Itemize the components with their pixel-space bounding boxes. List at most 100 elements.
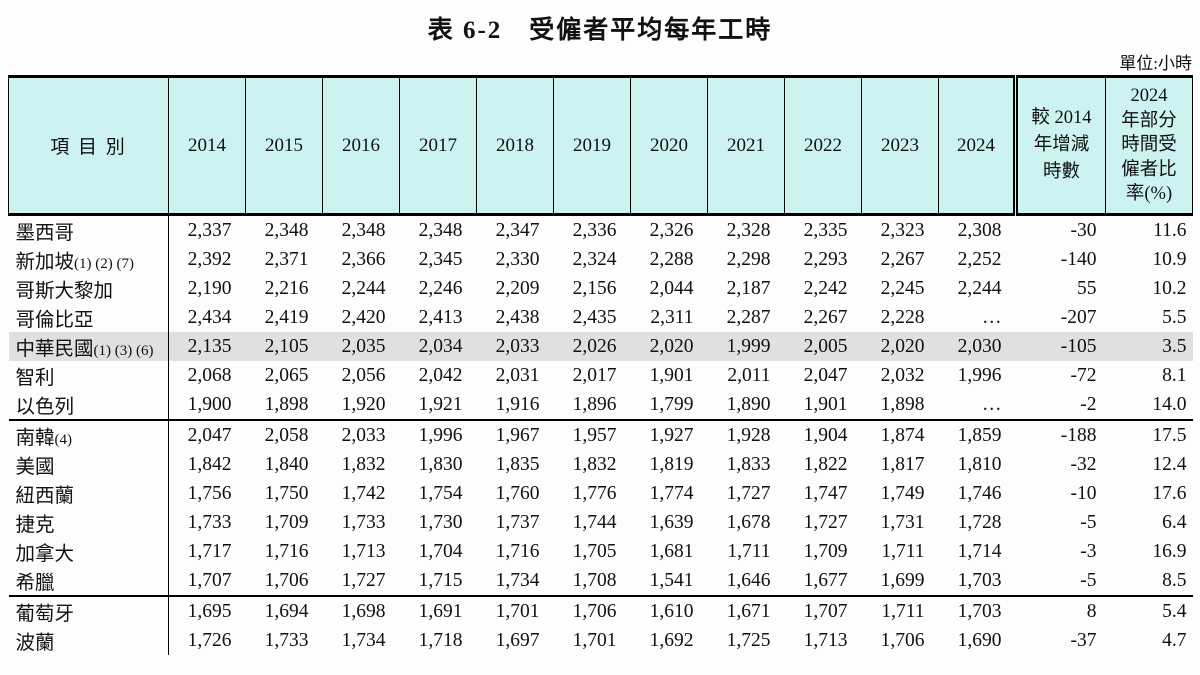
value-cell: 2,246 bbox=[418, 277, 463, 299]
change-cell: 8 bbox=[1086, 600, 1097, 622]
row-label: 捷克 bbox=[8, 508, 169, 537]
value-cell: 1,916 bbox=[476, 390, 554, 421]
value-cell: 2,244 bbox=[957, 277, 1002, 299]
value-cell: 1,713 bbox=[341, 540, 386, 562]
table-row: 新加坡(1) (2) (7) 2,392 2,371 2,366 2,345 2,330 2… bbox=[8, 245, 1193, 274]
value-cell: 2,435 bbox=[572, 306, 617, 328]
unit-label: 單位:小時 bbox=[1119, 54, 1192, 73]
parttime-ratio-cell: 4.7 bbox=[1162, 629, 1187, 651]
change-cell: -3 bbox=[1080, 540, 1097, 562]
country-name: 捷克 bbox=[15, 515, 55, 536]
value-cell: 2,348 bbox=[264, 219, 309, 241]
row-label: 哥斯大黎加 bbox=[8, 274, 169, 303]
row-label: 新加坡(1) (2) (7) bbox=[8, 245, 169, 274]
value-cell: 1,701 bbox=[572, 629, 617, 651]
col-header-year-2019: 2019 bbox=[553, 75, 631, 216]
value-cell: 2,032 bbox=[880, 364, 925, 386]
parttime-ratio-cell: 16.9 bbox=[1152, 540, 1187, 562]
value-cell: 1,541 bbox=[630, 566, 708, 597]
value-cell: 1,639 bbox=[649, 511, 694, 533]
footnote-markers: (1) (3) (6) bbox=[93, 343, 154, 359]
value-cell: 1,708 bbox=[553, 566, 631, 597]
value-cell: 1,774 bbox=[649, 482, 694, 504]
change-cell: -30 bbox=[1070, 219, 1097, 241]
table-row: 加拿大 1,717 1,716 1,713 1,704 1,716 1,705 1,681 1,… bbox=[8, 537, 1193, 566]
value-cell: 1,901 bbox=[784, 390, 862, 421]
parttime-ratio-cell: 14.0 bbox=[1105, 390, 1193, 421]
value-cell: 2,005 bbox=[784, 332, 862, 361]
value-cell: 1,810 bbox=[957, 453, 1002, 475]
change-cell: 55 bbox=[1077, 277, 1097, 299]
country-name: 中華民國 bbox=[15, 339, 94, 360]
parttime-ratio-cell: 5.4 bbox=[1162, 600, 1187, 622]
value-cell: 2,209 bbox=[495, 277, 540, 299]
value-cell: 2,324 bbox=[572, 248, 617, 270]
value-cell: … bbox=[982, 306, 1002, 328]
value-cell: 1,900 bbox=[168, 390, 246, 421]
country-name: 波蘭 bbox=[15, 633, 55, 654]
value-cell: 1,927 bbox=[649, 424, 694, 446]
value-cell: 1,734 bbox=[476, 566, 554, 597]
value-cell: 2,308 bbox=[957, 219, 1002, 241]
value-cell: 2,413 bbox=[418, 306, 463, 328]
value-cell: 2,323 bbox=[880, 219, 925, 241]
value-cell: 2,228 bbox=[880, 306, 925, 328]
table-row: 南韓(4) 2,047 2,058 2,033 1,996 1,967 1,957 1,927… bbox=[8, 420, 1193, 450]
value-cell: 1,709 bbox=[264, 511, 309, 533]
value-cell: 1,690 bbox=[957, 629, 1002, 651]
row-label: 南韓(4) bbox=[8, 420, 169, 450]
table-row: 中華民國(1) (3) (6) 2,135 2,105 2,035 2,034 2,033… bbox=[8, 332, 1193, 361]
parttime-ratio-cell: 5.5 bbox=[1162, 306, 1187, 328]
value-cell: 1,646 bbox=[707, 566, 785, 597]
value-cell: 1,733 bbox=[187, 511, 232, 533]
value-cell: 1,717 bbox=[187, 540, 232, 562]
value-cell: 1,822 bbox=[803, 453, 848, 475]
col-header-year-2016: 2016 bbox=[322, 75, 400, 216]
value-cell: 2,242 bbox=[803, 277, 848, 299]
country-name: 新加坡 bbox=[15, 252, 75, 273]
value-cell: 2,330 bbox=[495, 248, 540, 270]
value-cell: 2,419 bbox=[264, 306, 309, 328]
table-row: 墨西哥 2,337 2,348 2,348 2,348 2,347 2,336 2,326 2,… bbox=[8, 214, 1193, 245]
value-cell: 1,996 bbox=[957, 364, 1002, 386]
value-cell: 1,697 bbox=[495, 629, 540, 651]
value-cell: 2,288 bbox=[649, 248, 694, 270]
value-cell: 1,711 bbox=[727, 540, 771, 562]
value-cell: 2,042 bbox=[418, 364, 463, 386]
page-title: 表 6-2 受僱者平均每年工時 bbox=[427, 17, 773, 44]
table-body: 墨西哥 2,337 2,348 2,348 2,348 2,347 2,336 2,326 2,… bbox=[8, 214, 1193, 655]
value-cell: 1,711 bbox=[881, 600, 925, 622]
col-header-parttime-ratio: 2024 年部分 時間受 僱者比 率(%) bbox=[1105, 75, 1193, 216]
value-cell: 1,707 bbox=[803, 600, 848, 622]
col-header-year-2018: 2018 bbox=[476, 75, 554, 216]
value-cell: 2,156 bbox=[572, 277, 617, 299]
value-cell: 2,047 bbox=[187, 424, 232, 446]
value-cell: 1,776 bbox=[572, 482, 617, 504]
value-cell: 1,734 bbox=[341, 629, 386, 651]
footnote-markers: (1) (2) (7) bbox=[74, 256, 134, 272]
value-cell: 2,065 bbox=[264, 364, 309, 386]
table-row: 波蘭 1,726 1,733 1,734 1,718 1,697 1,701 1,692 1,7… bbox=[8, 626, 1193, 655]
value-cell: 2,058 bbox=[264, 424, 309, 446]
value-cell: 2,345 bbox=[418, 248, 463, 270]
col-header-item: 項 目 別 bbox=[8, 75, 169, 216]
value-cell: 1,727 bbox=[726, 482, 771, 504]
change-cell: -140 bbox=[1060, 248, 1097, 270]
value-cell: 1,711 bbox=[881, 540, 925, 562]
value-cell: 1,706 bbox=[245, 566, 323, 597]
table-row: 紐西蘭 1,756 1,750 1,742 1,754 1,760 1,776 1,774 1,… bbox=[8, 479, 1193, 508]
row-label: 智利 bbox=[8, 361, 169, 390]
value-cell: 2,135 bbox=[168, 332, 246, 361]
value-cell: 2,031 bbox=[495, 364, 540, 386]
country-name: 希臘 bbox=[15, 573, 55, 594]
table-row: 葡萄牙 1,695 1,694 1,698 1,691 1,701 1,706 1,610 1,… bbox=[8, 596, 1193, 626]
value-cell: 1,737 bbox=[495, 511, 540, 533]
value-cell: 1,742 bbox=[341, 482, 386, 504]
value-cell: 1,920 bbox=[322, 390, 400, 421]
value-cell: 1,832 bbox=[341, 453, 386, 475]
value-cell: 2,336 bbox=[572, 219, 617, 241]
table-row: 哥倫比亞 2,434 2,419 2,420 2,413 2,438 2,435 2,311 2… bbox=[8, 303, 1193, 332]
value-cell: 1,842 bbox=[187, 453, 232, 475]
value-cell: 2,371 bbox=[264, 248, 309, 270]
value-cell: 1,832 bbox=[572, 453, 617, 475]
